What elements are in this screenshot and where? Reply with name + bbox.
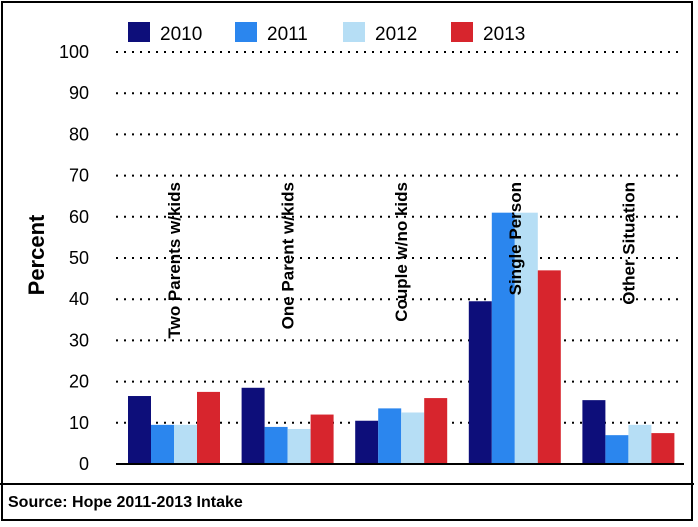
bar-2010-1 bbox=[241, 387, 265, 464]
category-label: Couple w/no kids bbox=[392, 182, 411, 322]
bar-2012-2 bbox=[401, 412, 425, 464]
y-tick-label: 0 bbox=[79, 454, 89, 474]
legend-swatch-2010 bbox=[128, 22, 150, 42]
bar-2011-0 bbox=[151, 424, 174, 464]
y-tick-label: 20 bbox=[69, 372, 89, 392]
source-note: Source: Hope 2011-2013 Intake bbox=[0, 483, 694, 521]
bar-2011-4 bbox=[605, 435, 629, 464]
bar-2012-1 bbox=[287, 428, 311, 464]
y-tick-label: 80 bbox=[69, 124, 89, 144]
bar-2013-2 bbox=[424, 398, 448, 464]
chart-svg: 0 10 20 30 40 50 60 70 80 90 100 Two Parents w/kid… bbox=[24, 22, 684, 474]
y-tick-label: 10 bbox=[69, 413, 89, 433]
bar-2011-2 bbox=[378, 408, 402, 464]
y-tick-label: 100 bbox=[59, 42, 89, 62]
category-label: Other Situation bbox=[619, 182, 638, 305]
bar-2013-3 bbox=[537, 270, 561, 464]
bar-2010-2 bbox=[355, 420, 379, 464]
y-tick-label: 90 bbox=[69, 83, 89, 103]
axes: 0 10 20 30 40 50 60 70 80 90 100 bbox=[59, 42, 684, 474]
y-tick-label: 40 bbox=[69, 289, 89, 309]
y-tick-label: 50 bbox=[69, 248, 89, 268]
legend-swatch-2012 bbox=[343, 22, 365, 42]
bar-2012-3 bbox=[514, 212, 538, 464]
bar-2012-4 bbox=[628, 424, 652, 464]
y-tick-label: 60 bbox=[69, 207, 89, 227]
bar-2013-0 bbox=[197, 391, 220, 464]
bar-2010-4 bbox=[582, 400, 606, 464]
bar-2013-1 bbox=[310, 414, 334, 464]
category-label: Two Parents w/kids bbox=[165, 182, 184, 339]
bar-2013-4 bbox=[651, 433, 675, 464]
bar-2010-3 bbox=[468, 301, 492, 464]
y-axis-label: Percent bbox=[24, 214, 49, 295]
bar-2011-1 bbox=[264, 426, 288, 464]
category-label: One Parent w/kids bbox=[279, 182, 298, 329]
bars bbox=[128, 212, 675, 464]
bar-2011-3 bbox=[491, 212, 515, 464]
legend-label-2013: 2013 bbox=[483, 24, 525, 45]
legend-label-2012: 2012 bbox=[375, 24, 417, 45]
legend-label-2011: 2011 bbox=[267, 24, 308, 45]
chart-frame bbox=[1, 1, 693, 521]
bar-2010-0 bbox=[128, 396, 151, 464]
category-labels: Two Parents w/kids One Parent w/kids Coupl… bbox=[165, 182, 638, 339]
legend-label-2010: 2010 bbox=[160, 24, 202, 45]
legend-swatch-2011 bbox=[235, 22, 257, 42]
bar-2012-0 bbox=[174, 424, 197, 464]
legend-swatch-2013 bbox=[451, 22, 473, 42]
y-tick-label: 30 bbox=[69, 330, 89, 350]
legend: 2010 2011 2012 2013 bbox=[128, 22, 525, 45]
y-tick-label: 70 bbox=[69, 166, 89, 186]
category-label: Single Person bbox=[506, 182, 525, 295]
